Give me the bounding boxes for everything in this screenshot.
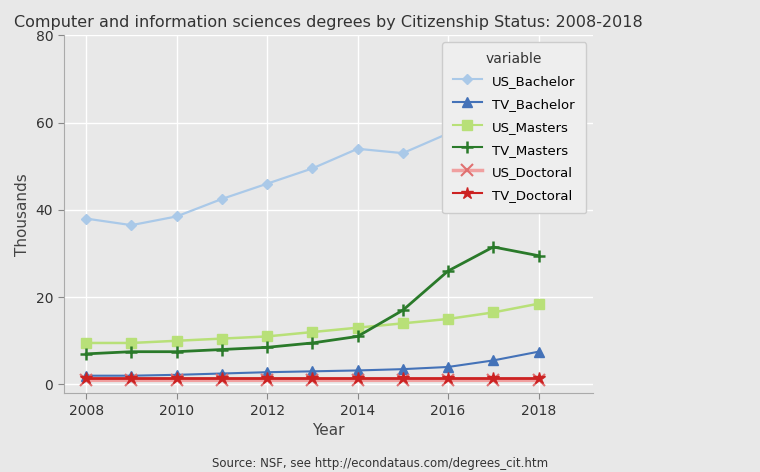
Legend: US_Bachelor, TV_Bachelor, US_Masters, TV_Masters, US_Doctoral, TV_Doctoral: US_Bachelor, TV_Bachelor, US_Masters, TV… bbox=[442, 42, 586, 213]
Title: Computer and information sciences degrees by Citizenship Status: 2008-2018: Computer and information sciences degree… bbox=[14, 15, 642, 30]
Y-axis label: Thousands: Thousands bbox=[15, 173, 30, 256]
X-axis label: Year: Year bbox=[312, 423, 344, 438]
Text: Source: NSF, see http://econdataus.com/degrees_cit.htm: Source: NSF, see http://econdataus.com/d… bbox=[212, 456, 548, 470]
